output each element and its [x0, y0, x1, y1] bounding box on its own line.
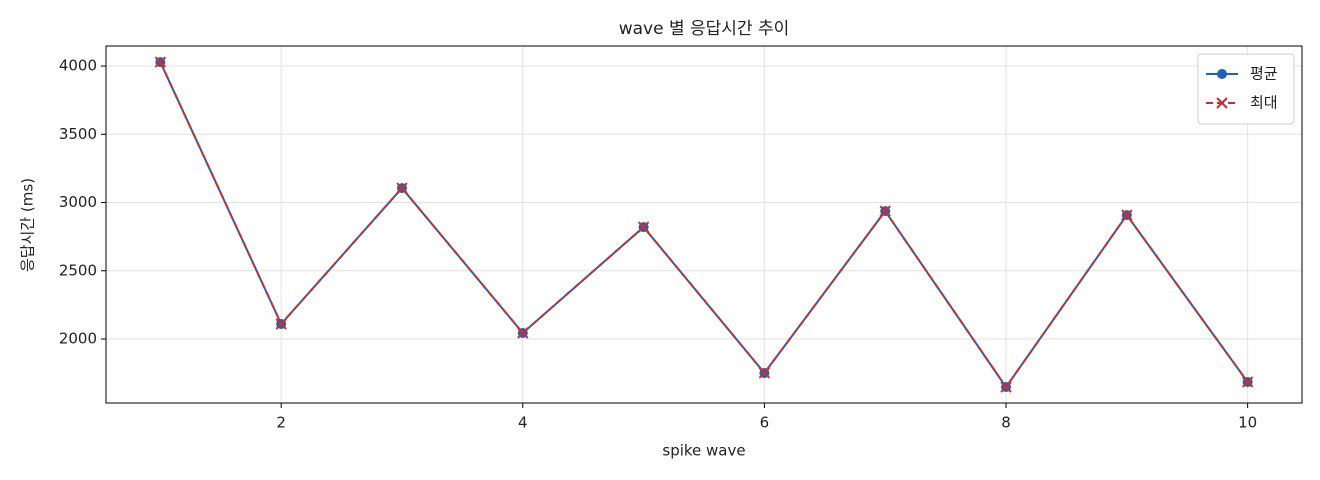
marker: [879, 205, 891, 217]
marker: [517, 327, 529, 339]
x-tick-label: 6: [760, 414, 770, 432]
legend-label: 최대: [1250, 94, 1278, 112]
x-tick-label: 8: [1001, 414, 1011, 432]
x-tick-label: 10: [1238, 414, 1257, 432]
y-axis-label: 응답시간 (ms): [19, 178, 37, 272]
y-tick-label: 2500: [59, 261, 97, 279]
marker: [275, 318, 287, 330]
series-line: [159, 61, 1249, 389]
x-tick-label: 4: [518, 414, 528, 432]
chart-title: wave 별 응답시간 추이: [619, 19, 790, 39]
series-line: [159, 61, 1249, 389]
x-axis-label: spike wave: [662, 442, 745, 460]
x-tick-label: 2: [276, 414, 286, 432]
legend-marker: [1217, 69, 1227, 79]
y-tick-label: 2000: [59, 329, 97, 347]
legend-label: 평균: [1250, 65, 1278, 83]
marker: [154, 56, 167, 68]
marker: [637, 221, 650, 233]
marker: [1000, 381, 1012, 393]
plot-frame: [105, 45, 1303, 404]
y-tick-label: 3000: [59, 193, 97, 211]
marker: [758, 367, 771, 379]
y-tick-label: 4000: [59, 57, 97, 75]
marker: [396, 182, 408, 194]
marker: [1121, 209, 1133, 221]
legend-marker: [1216, 97, 1228, 109]
y-tick-label: 3500: [59, 125, 97, 143]
legend-box: [1197, 53, 1295, 125]
marker: [1241, 376, 1254, 388]
